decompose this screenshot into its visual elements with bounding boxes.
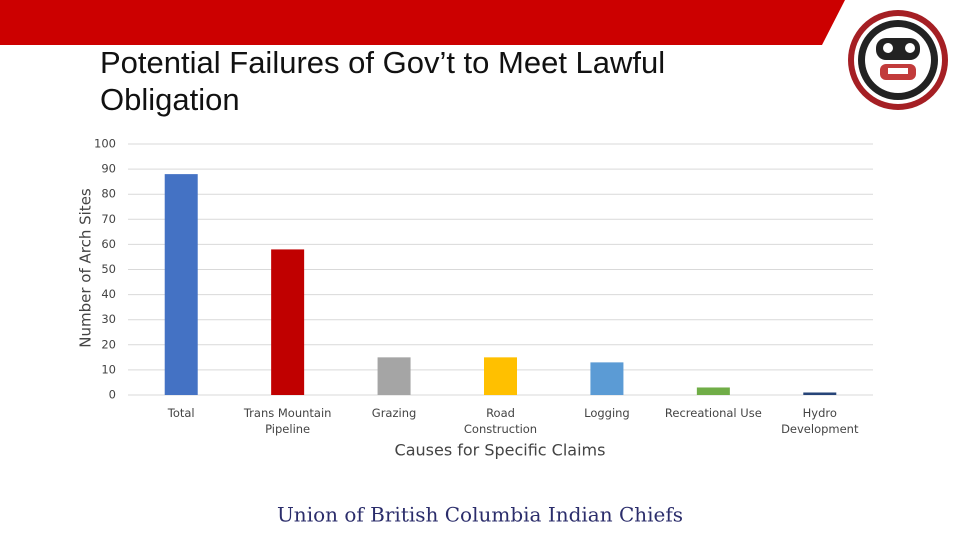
y-tick-label: 70 [101,212,116,226]
bar [484,357,517,395]
bar [377,357,411,395]
x-tick-label: Grazing [371,406,417,420]
x-tick-label: Recreational Use [664,406,762,420]
x-tick-label: Trans Mountain Pipeline [243,406,332,436]
y-tick-label: 90 [101,162,116,176]
y-tick-label: 30 [101,312,116,326]
x-tick-label: Logging [584,406,630,420]
slide-title: Potential Failures of Gov’t to Meet Lawf… [100,45,666,117]
banner [0,0,845,45]
y-tick-label: 80 [101,187,116,201]
x-tick-label: Total [167,406,195,420]
footer: Union of British Columbia Indian Chiefs [277,503,683,527]
y-axis-label: Number of Arch Sites [77,188,95,348]
y-tick-label: 40 [101,287,116,301]
y-tick-label: 60 [101,237,116,251]
y-tick-label: 100 [94,137,116,151]
y-tick-label: 0 [109,388,116,402]
bar [164,174,198,395]
x-axis-label: Causes for Specific Claims [395,441,606,460]
bar [271,249,305,395]
x-tick-label: Hydro Development [781,406,859,436]
y-tick-label: 50 [101,262,116,276]
y-tick-label: 20 [101,337,116,351]
y-tick-label: 10 [101,362,116,376]
bar [696,387,730,395]
x-tick-label: Road Construction [463,406,538,436]
bar [590,362,624,395]
bar [803,392,837,395]
logo [848,10,948,110]
